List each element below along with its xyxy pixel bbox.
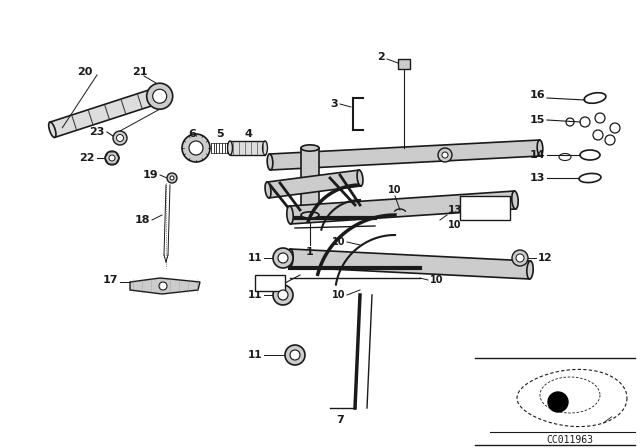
- Circle shape: [113, 131, 127, 145]
- Text: 21: 21: [132, 67, 148, 77]
- Circle shape: [153, 89, 166, 103]
- Text: 10: 10: [332, 290, 345, 300]
- Circle shape: [290, 350, 300, 360]
- Text: 9: 9: [486, 203, 494, 213]
- Ellipse shape: [287, 249, 293, 267]
- Ellipse shape: [512, 191, 518, 209]
- Polygon shape: [289, 249, 531, 279]
- Circle shape: [159, 282, 167, 290]
- Ellipse shape: [527, 261, 533, 279]
- Text: 10: 10: [448, 220, 461, 230]
- Text: 17: 17: [102, 275, 118, 285]
- Text: 10: 10: [332, 237, 345, 247]
- Ellipse shape: [537, 140, 543, 156]
- Ellipse shape: [301, 145, 319, 151]
- Circle shape: [167, 173, 177, 183]
- Bar: [460, 196, 510, 220]
- Text: 4: 4: [244, 129, 252, 139]
- Circle shape: [273, 248, 293, 268]
- Text: 8: 8: [266, 278, 274, 288]
- Text: 18: 18: [134, 215, 150, 225]
- Circle shape: [116, 134, 124, 142]
- Text: 11: 11: [248, 290, 262, 300]
- Text: 7: 7: [336, 415, 344, 425]
- Text: 19: 19: [142, 170, 158, 180]
- Ellipse shape: [265, 182, 271, 198]
- Circle shape: [512, 250, 528, 266]
- Ellipse shape: [287, 206, 293, 224]
- Text: 5: 5: [216, 129, 224, 139]
- Text: 10: 10: [430, 275, 444, 285]
- Circle shape: [105, 151, 119, 165]
- Circle shape: [438, 148, 452, 162]
- Circle shape: [548, 392, 568, 412]
- Ellipse shape: [301, 212, 319, 218]
- Polygon shape: [267, 170, 361, 198]
- Text: 3: 3: [330, 99, 338, 109]
- Text: 10: 10: [388, 185, 402, 195]
- Text: 22: 22: [79, 153, 95, 163]
- Text: 13: 13: [448, 205, 463, 215]
- Ellipse shape: [49, 122, 56, 138]
- Text: 1: 1: [306, 247, 314, 257]
- Ellipse shape: [357, 170, 363, 186]
- Text: 11: 11: [248, 253, 262, 263]
- Circle shape: [442, 152, 448, 158]
- Polygon shape: [289, 191, 516, 224]
- Circle shape: [516, 254, 524, 262]
- Circle shape: [109, 155, 115, 161]
- Circle shape: [170, 176, 174, 180]
- Text: 16: 16: [529, 90, 545, 100]
- Circle shape: [273, 285, 293, 305]
- Polygon shape: [301, 148, 319, 215]
- Text: 20: 20: [77, 67, 93, 77]
- Ellipse shape: [267, 154, 273, 170]
- Circle shape: [147, 83, 173, 109]
- Circle shape: [278, 253, 288, 263]
- Text: 23: 23: [90, 127, 105, 137]
- Polygon shape: [130, 278, 200, 294]
- Circle shape: [285, 345, 305, 365]
- Circle shape: [189, 141, 203, 155]
- Circle shape: [278, 290, 288, 300]
- Bar: [398, 59, 410, 69]
- Text: 6: 6: [188, 129, 196, 139]
- Text: 15: 15: [530, 115, 545, 125]
- Circle shape: [182, 134, 210, 162]
- Polygon shape: [50, 86, 164, 138]
- Text: 14: 14: [529, 150, 545, 160]
- Polygon shape: [230, 141, 265, 155]
- Text: CC011963: CC011963: [547, 435, 593, 445]
- Text: 2: 2: [377, 52, 385, 62]
- Text: 13: 13: [530, 173, 545, 183]
- Ellipse shape: [262, 141, 268, 155]
- Polygon shape: [269, 140, 540, 170]
- Ellipse shape: [158, 86, 165, 102]
- Text: 11: 11: [248, 350, 262, 360]
- Text: 12: 12: [538, 253, 552, 263]
- Bar: [255, 275, 285, 291]
- Ellipse shape: [228, 141, 232, 155]
